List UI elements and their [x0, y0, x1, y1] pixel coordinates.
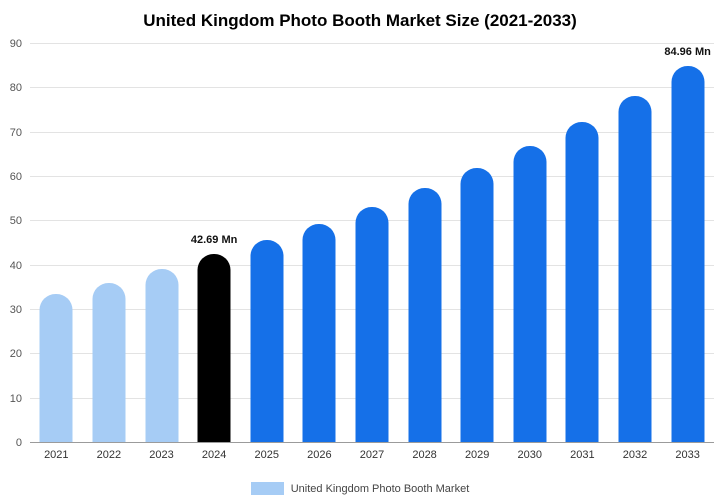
y-tick-label: 80 [9, 82, 22, 95]
bar-slot-2025 [240, 44, 293, 443]
gridline [30, 43, 714, 44]
bar-2022 [92, 282, 126, 443]
data-label-2033: 84.96 Mn [664, 46, 711, 59]
bar-slot-2024: 42.69 Mn [188, 44, 241, 443]
x-tick-label-2032: 2032 [622, 449, 648, 461]
bar-slot-2022 [83, 44, 136, 443]
bar-slot-2030 [503, 44, 556, 443]
bar-2032 [618, 96, 652, 443]
bar-2027 [355, 206, 389, 443]
y-tick-label: 50 [9, 215, 22, 228]
x-tick-label-2029: 2029 [464, 449, 490, 461]
gridline [30, 131, 714, 133]
x-tick-label-2030: 2030 [517, 449, 543, 461]
bar-2033 [671, 66, 705, 443]
chart-title: United Kingdom Photo Booth Market Size (… [143, 11, 577, 30]
bars-container: 42.69 Mn 84.96 Mn [30, 44, 714, 443]
y-tick-label: 30 [9, 304, 22, 317]
legend-label: United Kingdom Photo Booth Market [290, 482, 470, 495]
bar-slot-2021 [30, 44, 83, 443]
x-tick-label-2023: 2023 [149, 449, 174, 461]
y-tick-label: 20 [9, 348, 22, 361]
x-tick-label-2026: 2026 [307, 449, 332, 461]
y-tick-label: 10 [9, 392, 22, 405]
bar-2025 [250, 239, 284, 443]
bar-slot-2033: 84.96 Mn [661, 44, 714, 443]
bar-2026 [302, 224, 336, 443]
bar-2024 [197, 253, 231, 443]
plot-area: 42.69 Mn 84.96 Mn [30, 43, 714, 443]
x-axis-line [30, 442, 714, 443]
x-tick-label-2027: 2027 [359, 449, 385, 461]
x-tick-label-2024: 2024 [201, 449, 227, 461]
x-tick-label-2025: 2025 [254, 449, 279, 461]
bar-2028 [408, 188, 442, 443]
y-tick-label: 70 [9, 126, 22, 139]
legend: United Kingdom Photo Booth Market [0, 482, 720, 495]
gridline [30, 176, 714, 178]
x-tick-label-2021: 2021 [44, 449, 69, 461]
data-label-2024: 42.69 Mn [190, 233, 238, 246]
x-tick-label-2022: 2022 [96, 449, 122, 461]
x-tick-label-2031: 2031 [570, 449, 595, 461]
legend-swatch [250, 482, 284, 495]
gridline [30, 87, 714, 89]
bar-slot-2027 [346, 44, 399, 443]
bar-slot-2029 [451, 44, 504, 443]
y-tick-label: 40 [9, 259, 22, 272]
x-axis-labels: 2021 2022 2023 2024 2025 2026 2027 2028 2029 2030… [30, 449, 714, 461]
x-tick-label-2028: 2028 [412, 449, 437, 461]
bar-2023 [145, 269, 179, 443]
y-axis: 0 10 20 30 40 50 60 70 80 90 [0, 38, 26, 449]
bar-2029 [460, 167, 494, 443]
bar-2030 [513, 145, 547, 443]
bar-2021 [39, 294, 73, 443]
bar-slot-2026 [293, 44, 346, 443]
y-tick-label: 0 [15, 437, 22, 449]
y-tick-label: 60 [9, 171, 22, 184]
x-tick-label-2033: 2033 [675, 449, 700, 461]
bar-slot-2031 [556, 44, 609, 443]
bar-2031 [565, 122, 599, 443]
bar-slot-2023 [135, 44, 188, 443]
y-tick-label: 90 [9, 38, 22, 50]
bar-slot-2028 [398, 44, 451, 443]
bar-slot-2032 [609, 44, 662, 443]
